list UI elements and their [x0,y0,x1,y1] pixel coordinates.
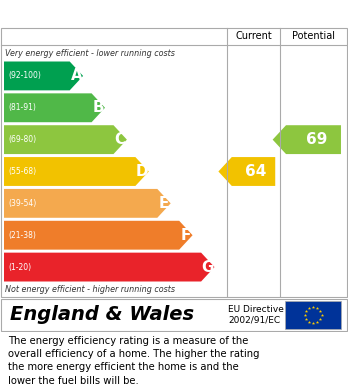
Text: (39-54): (39-54) [8,199,36,208]
Polygon shape [4,221,192,249]
Text: A: A [71,68,82,83]
Polygon shape [4,93,105,122]
Text: Current: Current [235,31,272,41]
Text: E: E [159,196,169,211]
Text: EU Directive
2002/91/EC: EU Directive 2002/91/EC [228,305,284,325]
Text: (21-38): (21-38) [8,231,36,240]
Text: England & Wales: England & Wales [10,305,194,325]
Text: 64: 64 [245,164,266,179]
Polygon shape [4,189,171,218]
Polygon shape [4,61,83,90]
Text: B: B [93,100,104,115]
Text: Potential: Potential [292,31,335,41]
Text: Very energy efficient - lower running costs: Very energy efficient - lower running co… [5,49,175,58]
Text: (1-20): (1-20) [8,263,31,272]
Text: Energy Efficiency Rating: Energy Efficiency Rating [8,6,218,21]
Polygon shape [4,125,127,154]
Text: G: G [201,260,214,274]
Text: F: F [181,228,191,243]
Bar [285,301,341,329]
Polygon shape [219,157,275,186]
Polygon shape [4,157,149,186]
Text: (55-68): (55-68) [8,167,36,176]
Text: 69: 69 [306,132,327,147]
Text: C: C [114,132,126,147]
Text: The energy efficiency rating is a measure of the
overall efficiency of a home. T: The energy efficiency rating is a measur… [8,336,260,386]
Text: Not energy efficient - higher running costs: Not energy efficient - higher running co… [5,285,175,294]
Text: (69-80): (69-80) [8,135,36,144]
Polygon shape [272,125,341,154]
Text: D: D [136,164,148,179]
Polygon shape [4,253,214,282]
Text: (92-100): (92-100) [8,72,41,81]
Text: (81-91): (81-91) [8,103,36,112]
